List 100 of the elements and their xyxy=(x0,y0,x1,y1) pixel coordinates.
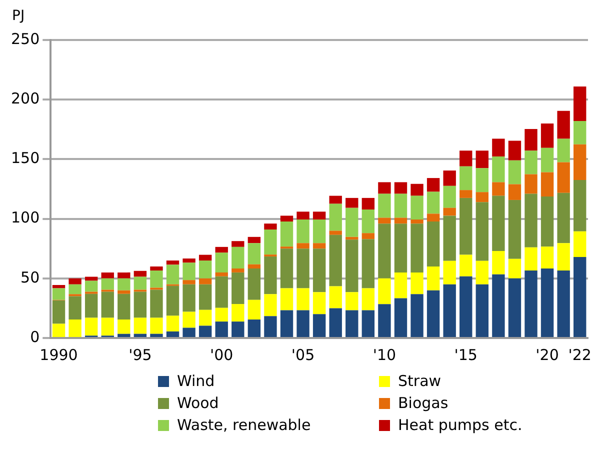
bar xyxy=(557,162,570,193)
bar xyxy=(329,204,342,231)
bar xyxy=(476,202,489,261)
y-tick-label: 150 xyxy=(10,149,40,168)
legend-label: Biogas xyxy=(398,394,448,412)
y-tick-label: 100 xyxy=(10,208,40,227)
bar xyxy=(182,258,196,263)
bar xyxy=(134,292,147,318)
bar xyxy=(492,138,505,156)
bar xyxy=(362,198,375,210)
bar xyxy=(166,260,180,265)
bar xyxy=(232,322,244,337)
bar xyxy=(118,334,130,337)
bar xyxy=(508,140,522,160)
bar xyxy=(346,208,358,237)
bar xyxy=(264,294,277,316)
bar xyxy=(410,196,424,220)
bar xyxy=(118,278,130,290)
bar xyxy=(524,270,538,337)
bar xyxy=(134,318,147,334)
bar xyxy=(280,248,294,288)
bar xyxy=(394,182,408,194)
bar xyxy=(312,243,326,249)
bar xyxy=(166,331,180,337)
y-axis-title: PJ xyxy=(11,8,26,26)
bar xyxy=(215,308,228,322)
bar xyxy=(508,278,522,337)
bar xyxy=(394,218,408,224)
bar xyxy=(166,264,180,284)
bar xyxy=(232,304,244,322)
bar xyxy=(362,288,375,310)
bar xyxy=(312,314,326,337)
bar xyxy=(134,270,147,277)
bar xyxy=(52,284,66,288)
bar xyxy=(346,240,358,292)
bar xyxy=(378,224,391,278)
bar xyxy=(52,288,66,300)
bar xyxy=(312,212,326,220)
bar xyxy=(52,324,66,337)
bar xyxy=(362,210,375,234)
bar xyxy=(476,260,489,284)
bar xyxy=(460,190,472,198)
bar xyxy=(460,276,472,337)
bar xyxy=(492,156,505,182)
bar xyxy=(524,129,538,151)
bar xyxy=(394,224,408,272)
bar xyxy=(362,239,375,288)
bar xyxy=(101,272,114,278)
bar xyxy=(508,184,522,200)
bar xyxy=(443,260,456,284)
bar xyxy=(476,192,489,202)
bar xyxy=(150,290,163,318)
bar xyxy=(118,294,130,320)
bar xyxy=(410,294,424,337)
bar xyxy=(476,168,489,192)
bar xyxy=(312,220,326,244)
bar xyxy=(166,286,180,316)
bar xyxy=(492,250,505,274)
bar xyxy=(524,194,538,248)
bar xyxy=(198,278,212,284)
bar xyxy=(150,266,163,271)
bar xyxy=(346,198,358,208)
bar xyxy=(540,246,554,269)
bar xyxy=(574,121,586,144)
bar xyxy=(215,276,228,308)
bar xyxy=(557,243,570,271)
bar xyxy=(215,252,228,272)
bar xyxy=(346,236,358,240)
bar xyxy=(118,320,130,334)
legend-label: Straw xyxy=(398,372,442,390)
bar xyxy=(378,278,391,304)
bar xyxy=(101,278,114,290)
bar xyxy=(296,212,310,220)
bar xyxy=(492,182,505,196)
x-tick-label: '22 xyxy=(568,346,592,364)
bar xyxy=(198,310,212,326)
x-tick-label: '10 xyxy=(372,346,396,364)
bar xyxy=(410,224,424,272)
bar xyxy=(280,222,294,247)
bar xyxy=(557,192,570,244)
legend-label: Heat pumps etc. xyxy=(398,416,522,434)
x-tick-label: 1990 xyxy=(40,346,78,364)
bar xyxy=(198,254,212,261)
bar xyxy=(460,198,472,255)
y-tick-label: 200 xyxy=(10,89,40,108)
bar xyxy=(460,254,472,276)
bar xyxy=(182,262,196,280)
bar xyxy=(101,292,114,318)
bar xyxy=(540,268,554,337)
bar xyxy=(182,312,196,328)
bar xyxy=(574,144,586,180)
bar xyxy=(312,292,326,314)
bar xyxy=(492,274,505,337)
x-tick-label: '00 xyxy=(210,346,234,364)
bar xyxy=(84,280,98,292)
bar xyxy=(540,148,554,172)
bar xyxy=(68,284,82,294)
legend-label: Wood xyxy=(177,394,219,412)
bar xyxy=(492,196,505,251)
bar xyxy=(182,280,196,284)
